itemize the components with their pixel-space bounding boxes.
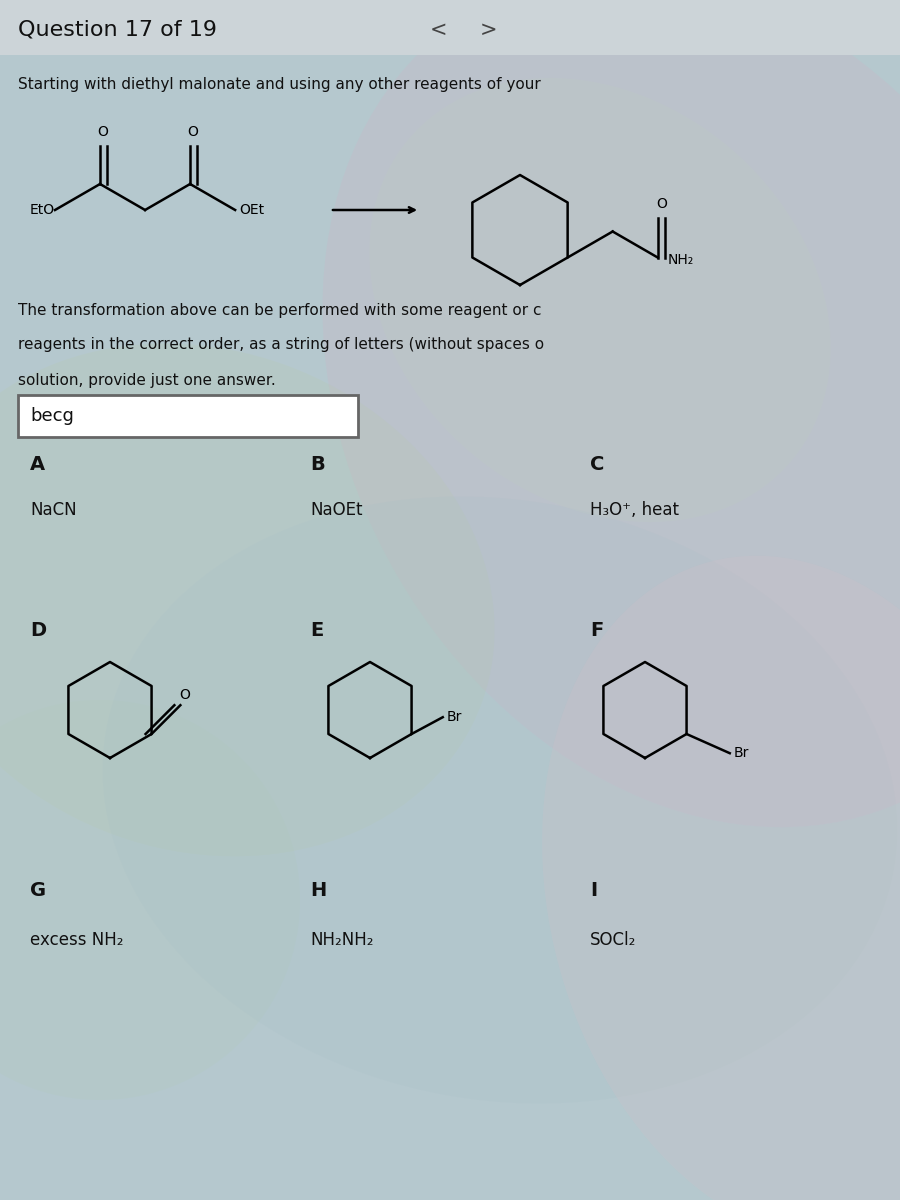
Ellipse shape <box>369 78 831 522</box>
Text: reagents in the correct order, as a string of letters (without spaces o: reagents in the correct order, as a stri… <box>18 337 544 353</box>
Text: excess NH₂: excess NH₂ <box>30 931 123 949</box>
Text: O: O <box>656 197 667 210</box>
Text: G: G <box>30 881 46 900</box>
Text: Starting with diethyl malonate and using any other reagents of your: Starting with diethyl malonate and using… <box>18 78 541 92</box>
FancyBboxPatch shape <box>0 0 900 55</box>
Ellipse shape <box>542 556 900 1200</box>
Ellipse shape <box>0 343 495 857</box>
Text: H₃O⁺, heat: H₃O⁺, heat <box>590 502 679 518</box>
Text: E: E <box>310 620 323 640</box>
Text: SOCl₂: SOCl₂ <box>590 931 636 949</box>
Text: NaOEt: NaOEt <box>310 502 363 518</box>
Text: Br: Br <box>446 710 462 725</box>
Text: EtO: EtO <box>30 203 55 217</box>
Text: F: F <box>590 620 603 640</box>
Text: O: O <box>179 689 190 702</box>
Text: solution, provide just one answer.: solution, provide just one answer. <box>18 372 275 388</box>
Text: C: C <box>590 456 605 474</box>
Text: The transformation above can be performed with some reagent or c: The transformation above can be performe… <box>18 302 542 318</box>
Text: H: H <box>310 881 326 900</box>
Text: Br: Br <box>734 746 749 761</box>
Text: O: O <box>97 125 109 139</box>
Ellipse shape <box>322 0 900 827</box>
Text: O: O <box>188 125 199 139</box>
Text: D: D <box>30 620 46 640</box>
Text: >: > <box>480 20 498 40</box>
Text: A: A <box>30 456 45 474</box>
Text: NH₂: NH₂ <box>668 252 694 266</box>
Ellipse shape <box>103 497 897 1104</box>
FancyBboxPatch shape <box>18 395 358 437</box>
Text: NH₂NH₂: NH₂NH₂ <box>310 931 374 949</box>
Text: B: B <box>310 456 325 474</box>
Text: <: < <box>430 20 447 40</box>
Text: becg: becg <box>30 407 74 425</box>
Text: Question 17 of 19: Question 17 of 19 <box>18 20 217 40</box>
Text: I: I <box>590 881 597 900</box>
Ellipse shape <box>0 700 300 1100</box>
Text: NaCN: NaCN <box>30 502 76 518</box>
Text: OEt: OEt <box>239 203 265 217</box>
